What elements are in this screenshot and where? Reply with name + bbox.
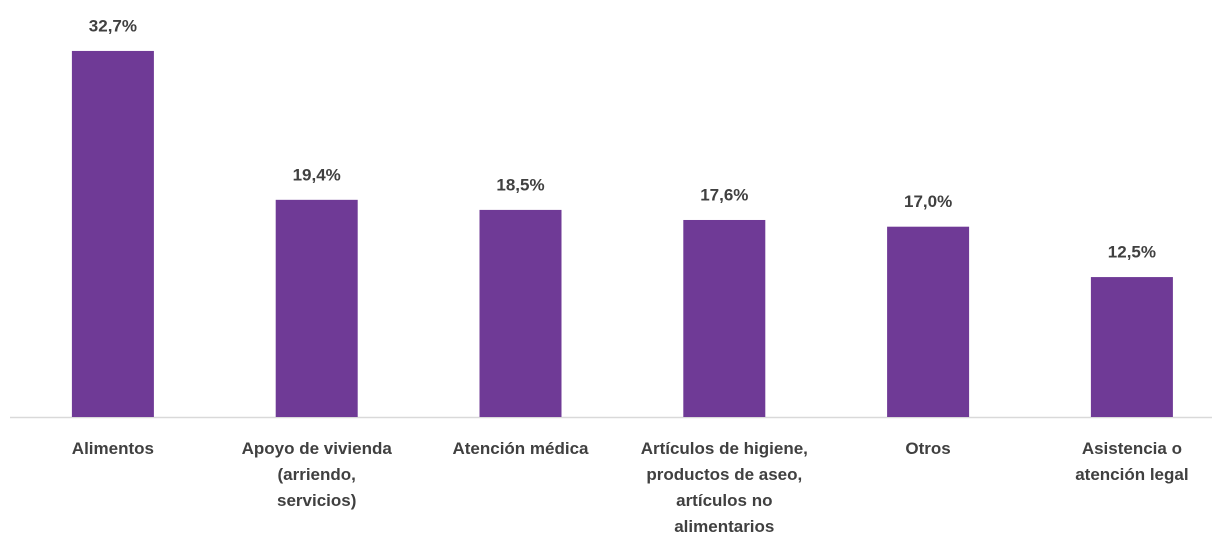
- x-tick-label: Atención médica: [452, 439, 589, 458]
- x-tick-label: Asistencia o atención legal: [1075, 439, 1188, 484]
- bar: [887, 226, 970, 417]
- value-label: 32,7%: [89, 16, 137, 35]
- bar: [1090, 277, 1173, 417]
- bar: [479, 209, 562, 417]
- bar: [275, 199, 358, 417]
- value-label: 17,6%: [700, 185, 748, 204]
- x-tick-label: Alimentos: [72, 439, 154, 458]
- x-tick-label: Apoyo de vivienda (arriendo, servicios): [242, 439, 393, 510]
- x-tick-label: Artículos de higiene, productos de aseo, a…: [641, 439, 808, 536]
- value-label: 17,0%: [904, 192, 952, 211]
- x-tick-label: Otros: [905, 439, 950, 458]
- bar: [71, 50, 154, 418]
- bar: [683, 219, 766, 417]
- value-label: 12,5%: [1108, 243, 1156, 262]
- value-label: 18,5%: [496, 175, 544, 194]
- value-label: 19,4%: [293, 165, 341, 184]
